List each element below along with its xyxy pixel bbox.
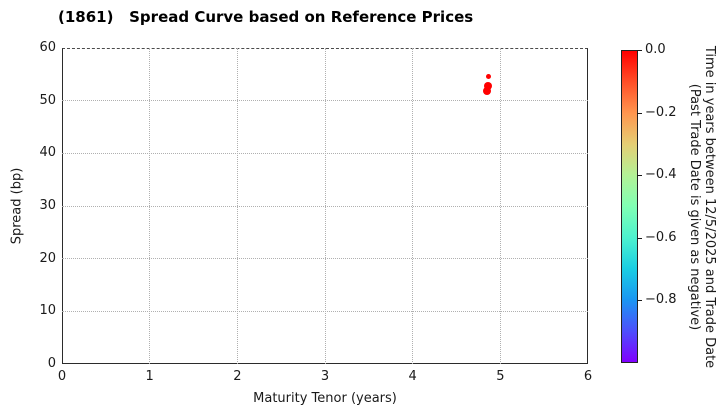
colorbar-tick-mark	[637, 50, 642, 51]
x-tick-label: 2	[233, 369, 242, 384]
colorbar-tick-mark	[637, 175, 642, 177]
y-gridline	[62, 205, 588, 207]
y-tick-label: 40	[39, 145, 56, 161]
colorbar-tick-label: −0.2	[645, 104, 677, 120]
y-gridline	[62, 258, 588, 260]
scatter-point	[486, 74, 492, 80]
x-axis-label: Maturity Tenor (years)	[253, 391, 397, 406]
x-tick-label: 5	[496, 369, 505, 384]
chart-title: (1861) Spread Curve based on Reference P…	[58, 8, 474, 26]
colorbar-gradient	[621, 50, 638, 363]
x-tick-label: 0	[57, 369, 67, 384]
colorbar-label-line1: Time in years between 12/5/2025 and Trad…	[702, 45, 717, 369]
y-tick-label: 60	[39, 40, 56, 55]
x-tick-label: 3	[320, 369, 330, 384]
colorbar-tick-label: −0.6	[645, 229, 677, 245]
x-tick-label: 6	[583, 369, 593, 384]
colorbar-tick-mark	[637, 112, 642, 114]
y-gridline	[62, 100, 588, 102]
colorbar-tick-mark	[637, 300, 642, 302]
colorbar-tick-mark	[637, 237, 642, 239]
x-tick-label: 4	[408, 369, 417, 384]
y-gridline	[62, 310, 588, 312]
y-gridline	[62, 152, 588, 154]
y-tick-label: 0	[47, 356, 56, 371]
colorbar-label-line2: (Past Trade Date is given as negative)	[687, 83, 702, 331]
y-tick-label: 30	[39, 198, 56, 213]
scatter-point	[483, 87, 492, 96]
colorbar-tick-label: −0.8	[645, 292, 677, 308]
y-tick-label: 50	[39, 92, 56, 108]
colorbar-tick-label: 0.0	[645, 42, 666, 57]
colorbar-label: Time in years between 12/5/2025 and Trad…	[687, 46, 717, 368]
colorbar-tick-label: −0.4	[645, 167, 677, 183]
scatter-point	[484, 81, 493, 90]
y-tick-label: 10	[39, 303, 56, 319]
y-tick-label: 20	[39, 250, 56, 266]
x-tick-label: 1	[145, 369, 154, 384]
